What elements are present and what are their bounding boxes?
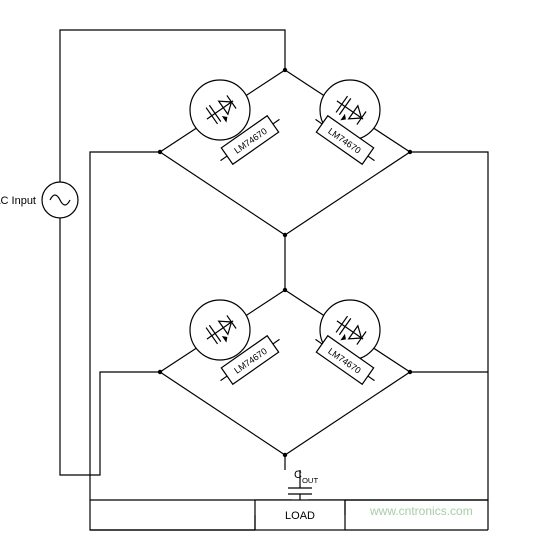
ac-input-label: AC Input: [0, 195, 36, 207]
wire-ac-bottom: [60, 218, 160, 475]
watermark-text: www.cntronics.com: [370, 504, 473, 518]
junction-dot: [408, 370, 412, 374]
junction-dot: [283, 68, 287, 72]
load-label: LOAD: [285, 510, 315, 522]
cout-label: COUT: [294, 469, 318, 485]
junction-dot: [158, 150, 162, 154]
ac-sine-icon: [50, 195, 70, 205]
wire-lower-br: [285, 372, 410, 455]
wire-bridge-br: [285, 152, 410, 235]
mosfet-q3: LM74670: [190, 300, 285, 389]
wire-bridge-bl: [160, 152, 285, 235]
mosfet-q1: LM74670: [190, 80, 285, 169]
junction-dot: [283, 288, 287, 292]
junction-dot: [283, 233, 287, 237]
junction-dot: [283, 453, 287, 457]
junction-dot: [408, 150, 412, 154]
wire-ac-top: [60, 30, 285, 182]
wire-lower-bl: [160, 372, 285, 455]
junction-dot: [158, 370, 162, 374]
